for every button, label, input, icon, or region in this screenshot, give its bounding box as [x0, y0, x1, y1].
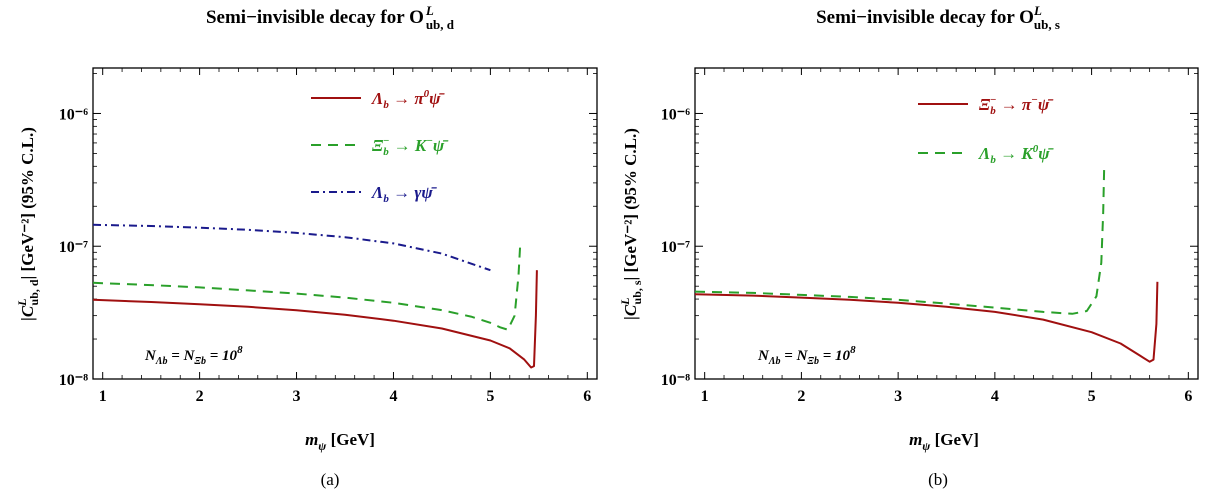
panel-b-xtick-label: 1 — [701, 388, 709, 405]
panel-a-legend-label-1: Λb → π0ψ̄ — [371, 88, 445, 111]
panel-b-series — [694, 166, 1159, 363]
panel-a-caption: (a) — [321, 470, 340, 489]
panel-a-ticks: 1 2 3 4 5 6 10⁻⁸ 10⁻⁷ 10⁻⁶ — [59, 68, 597, 405]
panel-a-plot-frame — [92, 67, 598, 380]
panel-b-legend-label-1: Ξb− → π−ψ̄ — [979, 94, 1054, 117]
panel-a-ytick-label: 10⁻⁸ — [59, 372, 88, 389]
panel-a-annotation: NΛb = NΞb = 108 — [144, 344, 243, 367]
panel-a-series — [92, 223, 538, 369]
panel-b-xtick-label: 6 — [1184, 388, 1192, 405]
panel-b-title: Semi−invisible decay for OL ub, s — [816, 3, 1060, 32]
panel-b-xtick-label: 2 — [797, 388, 805, 405]
panel-b-series-line-1 — [694, 281, 1159, 363]
panel-b-ytick-label: 10⁻⁸ — [661, 372, 690, 389]
panel-a-xtick-label: 3 — [293, 388, 301, 405]
panel-a-title: Semi−invisible decay for O​Lub, d — [206, 3, 455, 32]
panel-b-ylabel: |CLub, s| [GeV⁻²] (95% C.L.) — [618, 128, 644, 320]
panel-a-xtick-label: 4 — [389, 388, 397, 405]
panel-a-ylabel-text: |CLub, d| [GeV⁻²] (95% C.L.) — [15, 127, 41, 321]
panel-b-ticks: 1 2 3 4 5 6 10⁻⁸ 10⁻⁷ 10⁻⁶ — [661, 68, 1198, 405]
panel-b-xtick-label: 3 — [894, 388, 902, 405]
panel-b-ylabel-text: |CLub, s| [GeV⁻²] (95% C.L.) — [618, 128, 644, 320]
panel-a-xtick-label: 6 — [583, 388, 591, 405]
panel-a-legend-label-2: Ξb− → K−ψ̄ — [372, 135, 449, 158]
panel-b-xtick-label: 5 — [1088, 388, 1096, 405]
panel-a-xtick-label: 5 — [486, 388, 494, 405]
panel-b-xtick-label: 4 — [991, 388, 999, 405]
panel-a-series-line-3 — [92, 223, 491, 272]
panel-b-series-line-2 — [694, 166, 1106, 315]
panel-b-ytick-label: 10⁻⁶ — [661, 106, 690, 123]
panel-a-series-line-1 — [92, 270, 538, 369]
panel-a-legend-label-3: Λb → γψ̄ — [371, 183, 438, 205]
panel-b-xlabel: mψ [GeV] — [909, 430, 979, 453]
panel-a-series-line-2 — [92, 240, 522, 331]
panel-a-xlabel: mψ [GeV] — [305, 430, 375, 453]
panel-a-xtick-label: 2 — [196, 388, 204, 405]
panel-b-legend-label-2: Λb → K0ψ̄ — [978, 143, 1055, 166]
panel-b-plot-frame — [694, 67, 1199, 380]
panel-a: Semi−invisible decay for O​Lub, d 1 2 3 4 5 6… — [15, 3, 598, 489]
panel-a-ytick-label: 10⁻⁷ — [59, 239, 88, 256]
panel-b: Semi−invisible decay for OL ub, s 1 2 3 4 5 61… — [618, 3, 1199, 489]
panel-b-caption: (b) — [928, 470, 948, 489]
panel-b-ytick-label: 10⁻⁷ — [661, 239, 690, 256]
panel-a-ytick-label: 10⁻⁶ — [59, 106, 88, 123]
panel-b-legend: Ξb− → π−ψ̄ Λb → K0ψ̄ — [918, 94, 1055, 166]
panel-a-ylabel: |CLub, d| [GeV⁻²] (95% C.L.) — [15, 127, 41, 321]
panel-a-xtick-label: 1 — [99, 388, 107, 405]
panel-a-legend: Λb → π0ψ̄ Ξb− → K−ψ̄ Λb → γψ̄ — [311, 88, 449, 205]
panel-b-annotation: NΛb = NΞb = 108 — [757, 344, 856, 367]
